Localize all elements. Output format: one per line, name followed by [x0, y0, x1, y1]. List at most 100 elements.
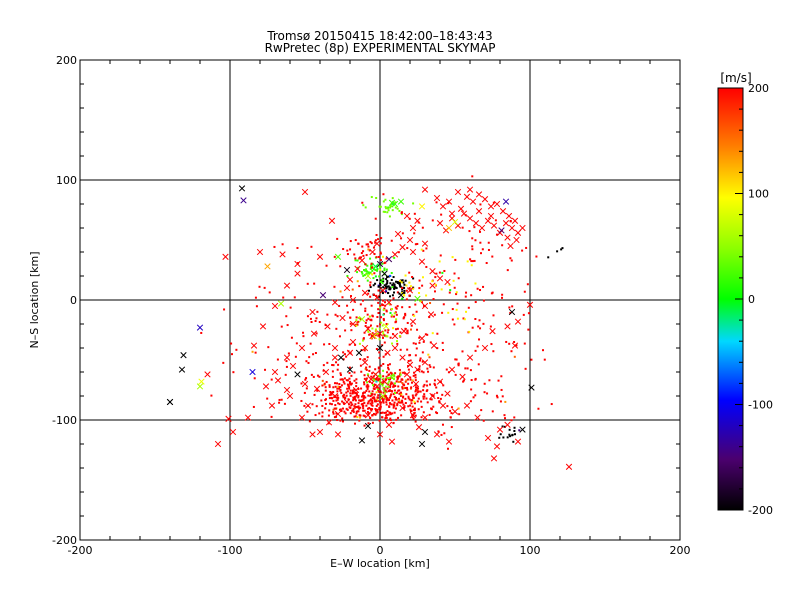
data-dot — [349, 316, 352, 319]
data-cross — [414, 366, 421, 373]
data-dot — [336, 382, 339, 385]
data-cross — [403, 371, 411, 378]
data-dot — [452, 279, 455, 282]
data-dot — [370, 304, 373, 307]
data-dot — [425, 380, 428, 383]
data-dot — [343, 382, 346, 385]
data-dot — [400, 378, 403, 381]
data-cross — [391, 251, 399, 258]
data-dot — [397, 251, 400, 254]
data-dot — [461, 226, 464, 229]
data-dot — [383, 267, 386, 270]
data-dot — [402, 371, 405, 374]
data-dot — [341, 296, 344, 299]
data-cross — [289, 362, 297, 370]
data-dot — [363, 374, 366, 377]
data-dot — [408, 398, 411, 401]
data-dot — [366, 411, 369, 414]
data-dot — [392, 406, 395, 409]
data-dot — [264, 368, 267, 371]
data-dot — [403, 406, 406, 409]
data-dot — [530, 358, 533, 361]
data-cross — [301, 380, 309, 388]
data-dot — [416, 328, 419, 331]
data-dot — [358, 407, 361, 410]
data-dot — [359, 364, 362, 367]
data-dot — [368, 369, 371, 372]
data-dot — [323, 343, 326, 346]
data-dot — [430, 408, 433, 411]
data-dot — [339, 389, 342, 392]
data-dot — [398, 368, 401, 371]
data-dot — [375, 380, 378, 383]
data-dot — [374, 378, 377, 381]
data-dot — [413, 411, 416, 414]
data-dot — [417, 387, 420, 390]
data-dot — [386, 410, 389, 413]
data-dot — [390, 393, 393, 396]
data-cross — [409, 318, 417, 325]
data-dot — [304, 378, 307, 381]
data-dot — [336, 368, 339, 371]
data-dot — [391, 284, 394, 287]
data-dot — [336, 387, 339, 390]
data-dot — [441, 311, 444, 314]
data-dot — [268, 291, 271, 294]
data-dot — [389, 205, 392, 208]
data-cross — [490, 455, 498, 462]
data-dot — [440, 213, 443, 216]
data-dot — [337, 363, 340, 366]
data-dot — [333, 255, 336, 258]
data-dot — [404, 387, 407, 390]
data-dot — [360, 252, 363, 255]
data-dot — [371, 399, 374, 402]
data-dot — [354, 399, 357, 402]
data-cross — [418, 335, 426, 342]
data-dot — [389, 394, 392, 397]
data-dot — [367, 422, 370, 425]
data-dot — [412, 397, 415, 400]
data-dot — [368, 380, 371, 383]
data-dot — [340, 409, 343, 412]
data-dot — [399, 371, 402, 374]
data-dot — [357, 406, 360, 409]
data-dot — [474, 282, 477, 285]
data-dot — [308, 356, 311, 359]
data-dot — [334, 407, 337, 410]
data-dot — [309, 317, 312, 320]
data-dot — [440, 288, 443, 291]
data-cross — [406, 236, 414, 244]
data-dot — [383, 334, 386, 337]
data-dot — [363, 331, 366, 334]
data-dot — [421, 276, 424, 279]
data-dot — [367, 394, 370, 397]
data-dot — [368, 289, 371, 292]
data-dot — [400, 393, 403, 396]
data-dot — [363, 381, 366, 384]
data-dot — [395, 280, 398, 283]
data-cross — [391, 200, 399, 208]
data-dot — [362, 407, 365, 410]
data-dot — [381, 324, 384, 327]
data-dot — [381, 282, 384, 285]
data-dot — [401, 382, 404, 385]
data-dot — [325, 380, 328, 383]
data-dot — [345, 379, 348, 382]
data-dot — [356, 416, 359, 419]
data-dot — [386, 382, 389, 385]
data-dot — [336, 390, 339, 393]
data-dot — [324, 389, 327, 392]
data-dot — [397, 385, 400, 388]
data-dot — [423, 393, 426, 396]
data-dot — [306, 282, 309, 285]
data-dot — [402, 407, 405, 410]
data-dot — [390, 315, 393, 318]
data-dot — [330, 396, 333, 399]
data-dot — [479, 241, 482, 244]
data-dot — [388, 288, 391, 291]
data-dot — [392, 384, 395, 387]
data-dot — [210, 394, 213, 397]
data-dot — [470, 294, 473, 297]
x-tick-label: -200 — [68, 544, 93, 557]
